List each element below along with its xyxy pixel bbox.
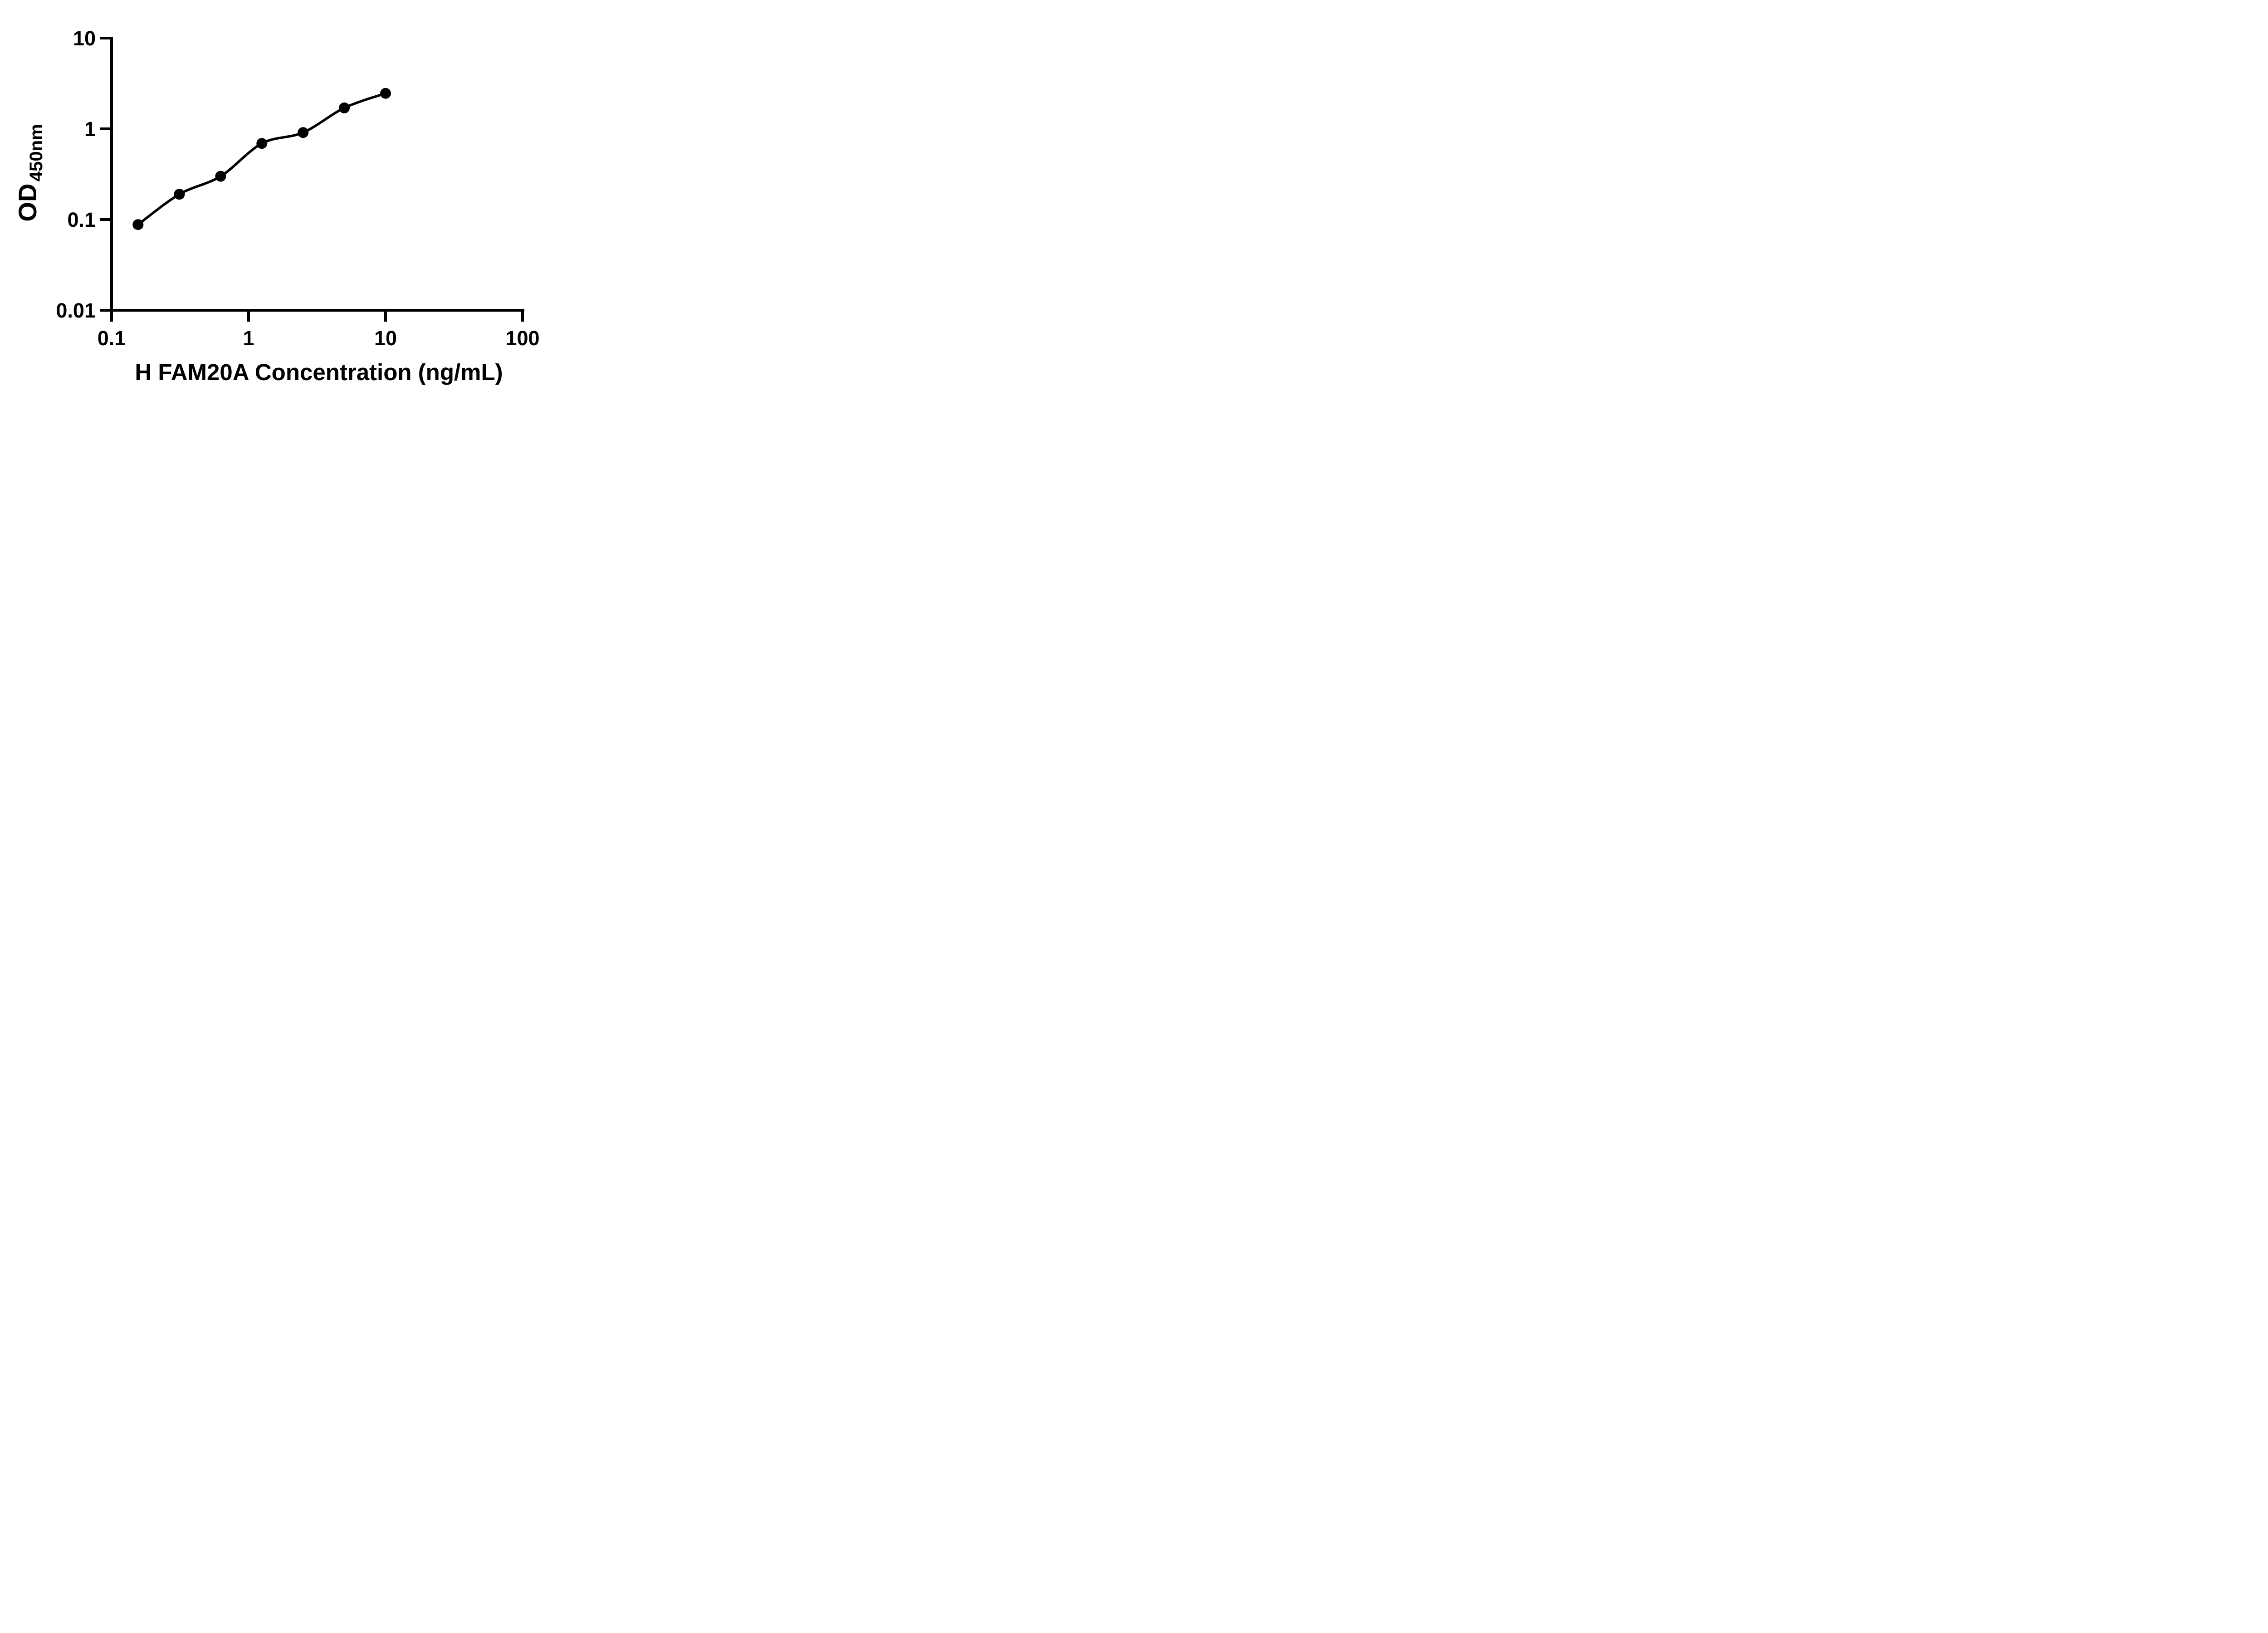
tick-marks xyxy=(100,37,524,322)
y-axis-title: OD 450nm xyxy=(13,124,46,221)
y-tick-label: 0.1 xyxy=(67,208,96,231)
x-tick-label: 0.1 xyxy=(98,327,126,350)
x-tick-label: 10 xyxy=(374,327,397,350)
data-point xyxy=(380,88,391,99)
data-point xyxy=(256,138,268,149)
data-point xyxy=(132,219,144,230)
data-point xyxy=(174,189,185,200)
y-tick-label: 0.01 xyxy=(56,299,96,322)
fit-curve-line xyxy=(137,92,387,226)
y-tick-label: 1 xyxy=(84,117,96,141)
data-point xyxy=(215,171,226,182)
y-tick-label: 10 xyxy=(73,27,96,50)
y-axis-title-main: OD xyxy=(13,184,42,222)
data-points xyxy=(132,88,391,230)
x-axis-title: H FAM20A Concentration (ng/mL) xyxy=(135,359,503,385)
data-point xyxy=(298,127,309,138)
x-tick-label: 100 xyxy=(505,327,539,350)
data-point xyxy=(339,102,350,113)
x-tick-label: 1 xyxy=(243,327,254,350)
elisa-standard-curve-figure: 10 1 0.1 0.01 0.1 1 10 100 H FAM20A Concentrati… xyxy=(0,0,583,408)
axes xyxy=(110,37,524,312)
y-axis-title-subscript: 450nm xyxy=(26,124,46,181)
